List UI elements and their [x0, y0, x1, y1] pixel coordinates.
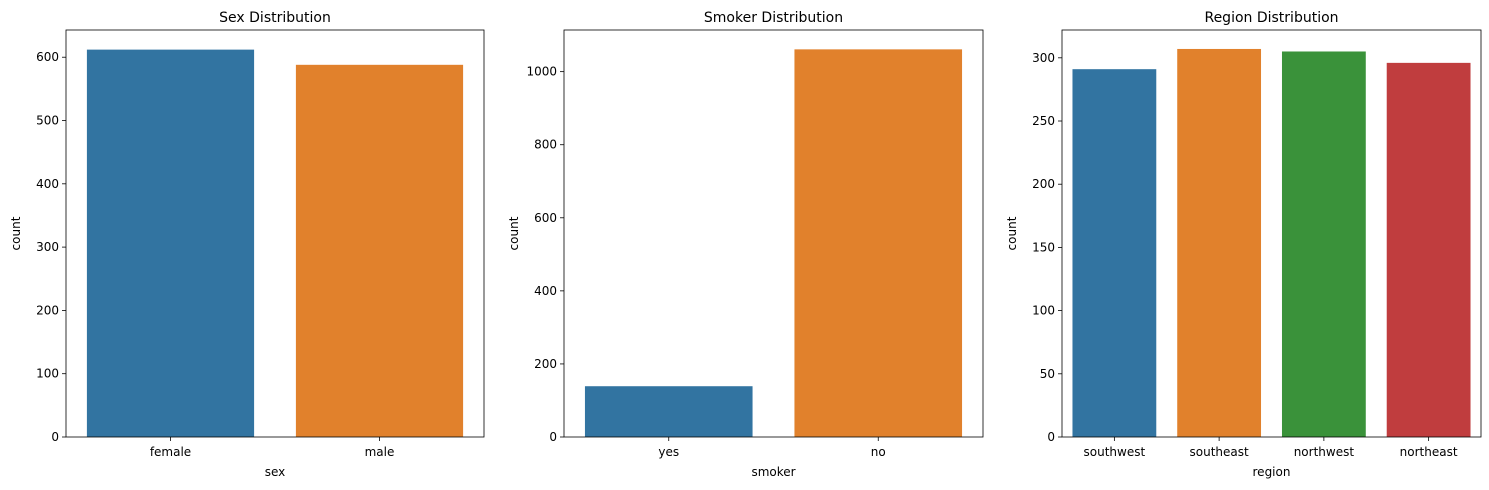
y-tick-label: 200	[36, 303, 59, 317]
y-tick-label: 300	[36, 240, 59, 254]
chart-title: Region Distribution	[1204, 10, 1338, 26]
bar-female	[86, 49, 255, 438]
x-tick-label: female	[150, 445, 191, 459]
x-tick-label: northwest	[1294, 445, 1355, 459]
plot-frame	[1061, 29, 1482, 438]
bar-northwest	[1281, 51, 1366, 437]
y-axis-label: count	[9, 216, 23, 250]
y-tick-label: 50	[1040, 367, 1055, 381]
x-axis-label: region	[1253, 465, 1291, 479]
y-tick-label: 250	[1032, 114, 1055, 128]
y-tick-label: 400	[36, 177, 59, 191]
y-tick-label: 300	[1032, 51, 1055, 65]
y-tick-label: 500	[36, 114, 59, 128]
y-tick-label: 600	[534, 211, 557, 225]
x-tick-label: southwest	[1084, 445, 1146, 459]
y-tick-label: 800	[534, 138, 557, 152]
bar-southeast	[1177, 48, 1262, 438]
x-tick-label: northeast	[1400, 445, 1458, 459]
bar-male	[295, 64, 464, 437]
x-tick-label: male	[365, 445, 395, 459]
y-tick-label: 0	[1047, 430, 1055, 444]
y-tick-label: 0	[51, 430, 59, 444]
chart-panel-2: 0 200 400 600 800 1000 yes no Smoker Distributio…	[507, 10, 984, 479]
bar-northeast	[1386, 62, 1471, 438]
y-axis-label: count	[1005, 216, 1019, 250]
x-axis-label: smoker	[751, 465, 795, 479]
x-axis-label: sex	[265, 465, 286, 479]
bar-yes	[584, 386, 753, 437]
x-tick-label: southeast	[1190, 445, 1249, 459]
chart-panel-1: 0 100 200 300 400 500 600 female male Sex Distrib…	[9, 10, 485, 479]
y-tick-label: 200	[1032, 177, 1055, 191]
y-tick-label: 100	[1032, 304, 1055, 318]
y-axis-label: count	[507, 216, 521, 250]
x-tick-label: yes	[658, 445, 679, 459]
y-tick-label: 600	[36, 50, 59, 64]
x-tick-label: no	[871, 445, 886, 459]
y-tick-label: 150	[1032, 240, 1055, 254]
y-tick-label: 200	[534, 357, 557, 371]
bar-southwest	[1072, 69, 1157, 437]
chart-title: Smoker Distribution	[704, 10, 843, 26]
y-tick-label: 1000	[526, 65, 557, 79]
plot-frame	[563, 29, 984, 438]
y-tick-label: 400	[534, 284, 557, 298]
plot-frame	[65, 29, 485, 438]
y-tick-label: 100	[36, 367, 59, 381]
chart-title: Sex Distribution	[219, 10, 331, 26]
chart-panel-3: 0 50 100 150 200 250 300 southwest southeast nort…	[1005, 10, 1482, 479]
y-tick-label: 0	[549, 430, 557, 444]
bar-no	[794, 49, 963, 437]
